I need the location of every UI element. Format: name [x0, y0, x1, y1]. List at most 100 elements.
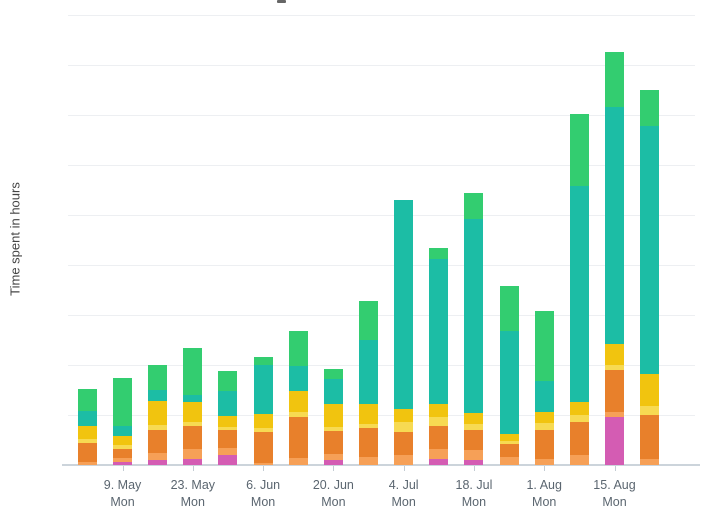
bar-segment-teal[interactable] — [288, 365, 308, 391]
bar-segment-green[interactable] — [77, 389, 97, 411]
bar-segment-orange[interactable] — [183, 426, 203, 449]
bar-segment-yellow[interactable] — [429, 404, 449, 417]
bar-segment-yellow[interactable] — [323, 403, 343, 427]
bar-segment-light_yellow[interactable] — [359, 423, 379, 428]
bar-segment-teal[interactable] — [77, 411, 97, 426]
bar-segment-green[interactable] — [640, 89, 660, 126]
bar-segment-light_orange[interactable] — [77, 462, 97, 465]
bar-segment-orange[interactable] — [499, 444, 519, 457]
bar-segment-teal[interactable] — [394, 200, 414, 409]
bar-segment-orange[interactable] — [640, 414, 660, 459]
bar-segment-light_orange[interactable] — [569, 454, 589, 465]
bar-segment-orange[interactable] — [253, 432, 273, 463]
bar-segment-light_yellow[interactable] — [534, 423, 554, 430]
bar-segment-green[interactable] — [323, 369, 343, 379]
bar-segment-orange[interactable] — [569, 422, 589, 455]
bar-segment-orange[interactable] — [323, 430, 343, 454]
bar-segment-light_yellow[interactable] — [113, 444, 133, 449]
bar-segment-light_orange[interactable] — [464, 449, 484, 460]
bar-segment-light_yellow[interactable] — [640, 405, 660, 415]
bar-segment-light_orange[interactable] — [429, 448, 449, 459]
bar-segment-green[interactable] — [148, 364, 168, 390]
bar-segment-green[interactable] — [359, 300, 379, 340]
bar-segment-green[interactable] — [499, 285, 519, 331]
bar-segment-magenta[interactable] — [605, 416, 624, 465]
bar-segment-yellow[interactable] — [253, 413, 273, 428]
bar-segment-orange[interactable] — [288, 416, 308, 458]
bar-segment-light_orange[interactable] — [359, 457, 379, 465]
bar-segment-magenta[interactable] — [148, 460, 168, 465]
bar-segment-yellow[interactable] — [640, 374, 660, 406]
bar-segment-teal[interactable] — [218, 391, 238, 416]
bar-segment-light_orange[interactable] — [605, 412, 624, 417]
bar-segment-yellow[interactable] — [288, 390, 308, 412]
bar-segment-light_yellow[interactable] — [499, 440, 519, 444]
bar-segment-yellow[interactable] — [534, 412, 554, 423]
bar-segment-light_yellow[interactable] — [605, 364, 624, 370]
bar-segment-teal[interactable] — [534, 381, 554, 412]
bar-segment-orange[interactable] — [464, 430, 484, 450]
bar-segment-orange[interactable] — [218, 430, 238, 448]
bar-segment-light_orange[interactable] — [148, 453, 168, 460]
bar-segment-teal[interactable] — [113, 425, 133, 436]
bar-segment-green[interactable] — [288, 330, 308, 366]
bar-segment-light_yellow[interactable] — [148, 424, 168, 430]
bar-segment-teal[interactable] — [429, 259, 449, 404]
bar-segment-teal[interactable] — [148, 390, 168, 401]
bar-segment-light_orange[interactable] — [253, 463, 273, 465]
bar-segment-yellow[interactable] — [113, 436, 133, 445]
bar-segment-green[interactable] — [218, 371, 238, 391]
bar-segment-yellow[interactable] — [499, 434, 519, 441]
bar-segment-yellow[interactable] — [359, 404, 379, 424]
bar-segment-yellow[interactable] — [77, 425, 97, 439]
bar-segment-orange[interactable] — [429, 425, 449, 449]
bar-segment-green[interactable] — [464, 192, 484, 219]
bar-segment-teal[interactable] — [464, 218, 484, 413]
bar-segment-orange[interactable] — [394, 432, 414, 455]
bar-segment-light_yellow[interactable] — [253, 428, 273, 432]
bar-segment-green[interactable] — [605, 52, 624, 107]
bar-segment-orange[interactable] — [148, 429, 168, 453]
bar-segment-teal[interactable] — [359, 340, 379, 404]
bar-segment-teal[interactable] — [183, 394, 203, 402]
bar-segment-light_orange[interactable] — [640, 459, 660, 465]
bar-segment-light_yellow[interactable] — [183, 422, 203, 426]
bar-segment-yellow[interactable] — [148, 400, 168, 425]
bar-segment-green[interactable] — [113, 378, 133, 426]
bar-segment-orange[interactable] — [534, 430, 554, 459]
bar-segment-teal[interactable] — [640, 125, 660, 374]
bar-segment-light_yellow[interactable] — [323, 427, 343, 431]
bar-segment-teal[interactable] — [569, 185, 589, 402]
bar-segment-magenta[interactable] — [218, 455, 238, 465]
bar-segment-yellow[interactable] — [605, 343, 624, 365]
bar-segment-teal[interactable] — [499, 330, 519, 434]
bar-segment-green[interactable] — [253, 357, 273, 365]
bar-segment-green[interactable] — [569, 113, 589, 186]
bar-segment-light_orange[interactable] — [499, 457, 519, 465]
bar-segment-green[interactable] — [429, 247, 449, 259]
bar-segment-light_orange[interactable] — [323, 453, 343, 460]
bar-segment-light_yellow[interactable] — [218, 426, 238, 430]
bar-segment-yellow[interactable] — [464, 412, 484, 424]
bar-segment-light_yellow[interactable] — [77, 438, 97, 443]
bar-segment-magenta[interactable] — [464, 460, 484, 465]
bar-segment-magenta[interactable] — [113, 461, 133, 465]
bar-segment-orange[interactable] — [359, 427, 379, 457]
bar-segment-teal[interactable] — [323, 378, 343, 404]
bar-segment-light_orange[interactable] — [218, 448, 238, 455]
bar-segment-magenta[interactable] — [429, 459, 449, 465]
bar-segment-yellow[interactable] — [183, 402, 203, 422]
bar-segment-light_orange[interactable] — [534, 459, 554, 465]
bar-segment-orange[interactable] — [77, 443, 97, 462]
bar-segment-yellow[interactable] — [218, 415, 238, 427]
bar-segment-orange[interactable] — [113, 448, 133, 458]
bar-segment-light_orange[interactable] — [288, 458, 308, 465]
bar-segment-teal[interactable] — [605, 107, 624, 344]
bar-segment-magenta[interactable] — [183, 459, 203, 465]
bar-segment-green[interactable] — [183, 347, 203, 395]
bar-segment-green[interactable] — [534, 311, 554, 381]
bar-segment-yellow[interactable] — [394, 408, 414, 422]
bar-segment-light_yellow[interactable] — [288, 411, 308, 417]
bar-segment-light_orange[interactable] — [183, 449, 203, 459]
bar-segment-light_yellow[interactable] — [464, 424, 484, 430]
